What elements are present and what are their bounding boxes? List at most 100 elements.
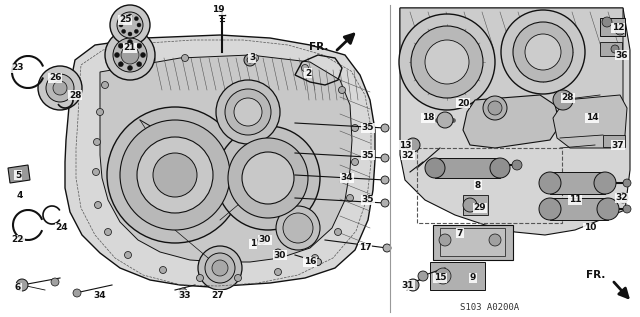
- Circle shape: [205, 253, 235, 283]
- Circle shape: [53, 81, 67, 95]
- Circle shape: [512, 160, 522, 170]
- Polygon shape: [100, 55, 352, 262]
- Circle shape: [597, 198, 619, 220]
- Circle shape: [179, 288, 187, 296]
- Text: 27: 27: [212, 290, 224, 300]
- Bar: [600, 42, 622, 56]
- Text: 19: 19: [212, 5, 224, 15]
- Circle shape: [247, 57, 253, 63]
- Polygon shape: [400, 8, 623, 125]
- Circle shape: [216, 126, 320, 230]
- Text: 30: 30: [274, 250, 286, 260]
- Circle shape: [399, 14, 495, 110]
- Text: 30: 30: [259, 236, 271, 244]
- Text: 36: 36: [616, 50, 628, 60]
- Circle shape: [134, 29, 138, 33]
- Circle shape: [117, 12, 143, 38]
- Text: 13: 13: [399, 140, 412, 150]
- Circle shape: [513, 22, 573, 82]
- Circle shape: [228, 138, 308, 218]
- Circle shape: [159, 267, 166, 274]
- Circle shape: [198, 246, 242, 290]
- Circle shape: [351, 125, 358, 132]
- Circle shape: [97, 108, 104, 115]
- Text: 32: 32: [402, 151, 414, 159]
- Circle shape: [127, 66, 132, 70]
- Bar: [463, 195, 488, 215]
- Text: 18: 18: [422, 113, 435, 122]
- Text: 35: 35: [362, 196, 374, 204]
- Text: 5: 5: [15, 171, 21, 179]
- Text: 34: 34: [93, 290, 106, 300]
- Text: 16: 16: [304, 257, 316, 267]
- Circle shape: [439, 234, 451, 246]
- Bar: [550, 198, 608, 220]
- Circle shape: [137, 137, 213, 213]
- Circle shape: [225, 89, 271, 135]
- Circle shape: [95, 202, 102, 209]
- Circle shape: [594, 172, 616, 194]
- Text: 29: 29: [474, 204, 486, 212]
- Circle shape: [119, 23, 123, 27]
- Circle shape: [125, 251, 131, 258]
- Circle shape: [118, 43, 124, 48]
- Circle shape: [137, 23, 141, 27]
- Text: 3: 3: [249, 54, 255, 62]
- Circle shape: [118, 62, 124, 67]
- Circle shape: [110, 5, 150, 45]
- Circle shape: [115, 53, 120, 57]
- Circle shape: [351, 158, 358, 165]
- Text: 9: 9: [470, 274, 476, 282]
- Text: 2: 2: [305, 68, 311, 77]
- Circle shape: [339, 87, 346, 94]
- Circle shape: [525, 34, 561, 70]
- Text: 34: 34: [340, 173, 353, 183]
- Circle shape: [312, 255, 319, 262]
- Text: 7: 7: [457, 229, 463, 237]
- Circle shape: [623, 179, 631, 187]
- Text: 8: 8: [475, 180, 481, 190]
- Circle shape: [314, 258, 321, 266]
- Text: 32: 32: [616, 193, 628, 203]
- Circle shape: [120, 120, 230, 230]
- Text: S103 A0200A: S103 A0200A: [460, 303, 520, 313]
- Circle shape: [127, 59, 134, 66]
- Circle shape: [611, 45, 619, 53]
- Circle shape: [381, 199, 389, 207]
- Text: 1: 1: [250, 240, 256, 249]
- Text: 10: 10: [584, 223, 596, 232]
- Circle shape: [425, 40, 469, 84]
- Circle shape: [134, 16, 138, 21]
- Text: 6: 6: [15, 283, 21, 293]
- Circle shape: [623, 205, 631, 213]
- Circle shape: [276, 206, 320, 250]
- Circle shape: [93, 139, 100, 146]
- Circle shape: [425, 158, 445, 178]
- Circle shape: [46, 74, 74, 102]
- Circle shape: [242, 152, 294, 204]
- Circle shape: [252, 55, 259, 61]
- Circle shape: [102, 81, 109, 88]
- Circle shape: [137, 43, 141, 48]
- Circle shape: [275, 268, 282, 275]
- Circle shape: [411, 26, 483, 98]
- Circle shape: [244, 54, 256, 66]
- Circle shape: [234, 98, 262, 126]
- Circle shape: [51, 278, 59, 286]
- Circle shape: [121, 46, 139, 64]
- Circle shape: [406, 138, 420, 152]
- Text: FR.: FR.: [586, 270, 605, 280]
- Circle shape: [212, 260, 228, 276]
- Text: 26: 26: [49, 74, 61, 82]
- Circle shape: [113, 38, 147, 72]
- Text: 25: 25: [119, 16, 131, 24]
- Text: 4: 4: [17, 191, 23, 199]
- Text: 17: 17: [358, 243, 371, 253]
- Circle shape: [335, 229, 342, 236]
- Text: 33: 33: [179, 290, 191, 300]
- Circle shape: [381, 124, 389, 132]
- Circle shape: [435, 268, 451, 284]
- Circle shape: [463, 198, 477, 212]
- Circle shape: [283, 213, 313, 243]
- Bar: [417, 148, 562, 223]
